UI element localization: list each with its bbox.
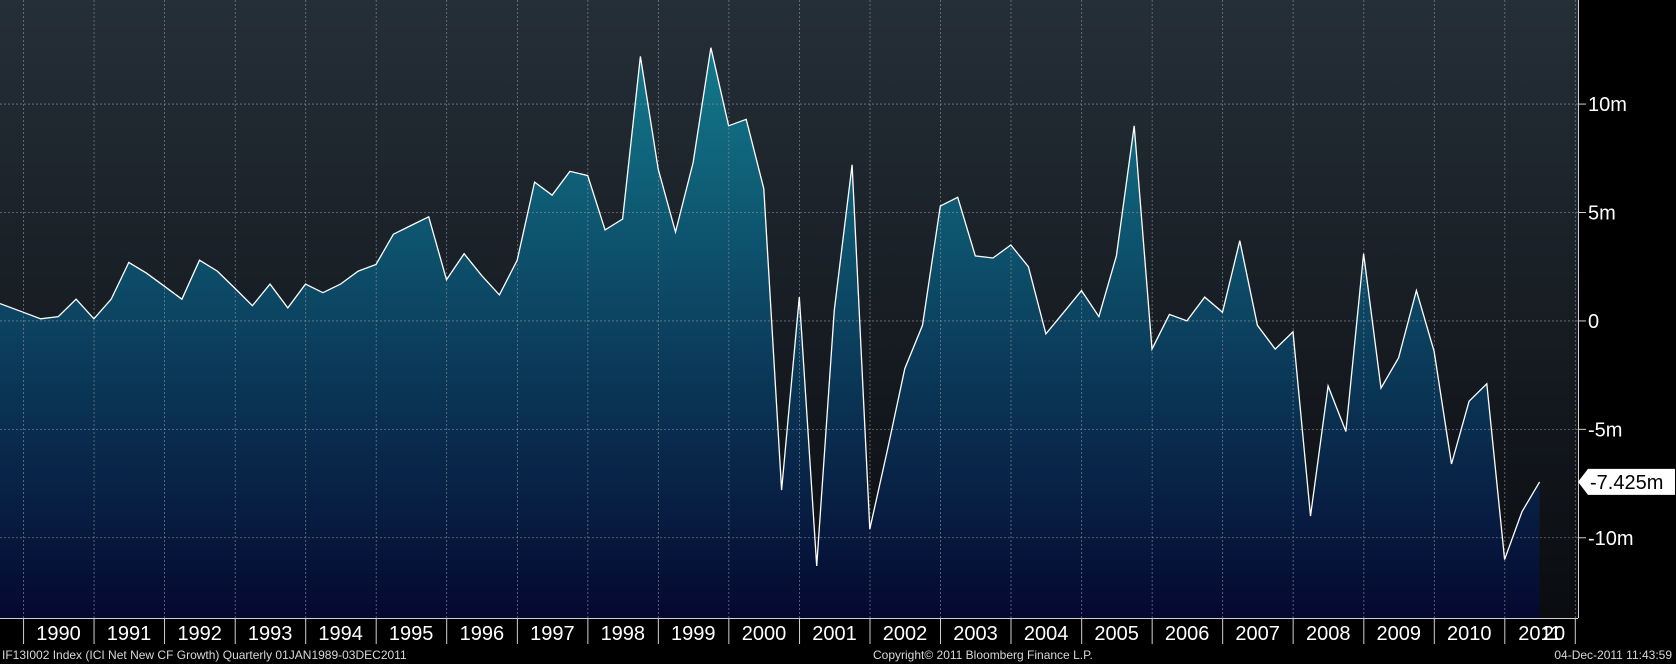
x-tick-label: 2007: [1235, 623, 1280, 645]
x-tick-label: 1997: [530, 623, 575, 645]
x-tick-label: 2004: [1024, 623, 1069, 645]
series-area-fill: [0, 47, 1540, 618]
x-tick-label: 20: [1543, 623, 1565, 645]
x-tick-label: 2009: [1377, 623, 1422, 645]
x-tick-label: 1991: [107, 623, 152, 645]
x-tick-label: 2011: [1518, 623, 1561, 645]
x-tick-label: 1999: [671, 623, 716, 645]
x-tick-label: 2005: [1094, 623, 1139, 645]
y-axis: 10m 5m 0 -5m -10m: [1578, 94, 1634, 550]
footer-security-description: IF13I002 Index (ICI Net New CF Growth) Q…: [2, 648, 407, 662]
x-tick-label: 2003: [953, 623, 998, 645]
x-tick-label: 2010: [1447, 623, 1492, 645]
footer-timestamp: 04-Dec-2011 11:43:59: [1554, 648, 1672, 662]
x-axis: 1990 1991 1992 1993 1994 1995 1996 1997 1998 1999…: [23, 618, 1576, 645]
series-line: [0, 47, 1541, 567]
x-tick-label: 1993: [248, 623, 293, 645]
x-tick-label: 2001: [812, 623, 857, 645]
x-axis-band: [0, 618, 1578, 646]
grid-lines: [0, 0, 1578, 618]
last-value-label-box: [1578, 468, 1675, 495]
x-tick-label: 1990: [36, 623, 81, 645]
x-tick-label: 1995: [389, 623, 434, 645]
last-value-marker: -7.425m: [1578, 468, 1675, 495]
x-tick-label: 2000: [742, 623, 787, 645]
x-tick-label: 2006: [1165, 623, 1210, 645]
y-axis-band: [1578, 0, 1676, 646]
x-tick-label: 1992: [177, 623, 222, 645]
y-tick-label: 0: [1588, 311, 1599, 333]
x-tick-label: 1994: [318, 623, 363, 645]
x-tick-label: 1996: [460, 623, 505, 645]
y-tick-label: -5m: [1588, 419, 1622, 441]
chart: 1990 1991 1992 1993 1994 1995 1996 1997 1998 1999…: [0, 0, 1676, 646]
x-tick-label: 2002: [883, 623, 928, 645]
footer: IF13I002 Index (ICI Net New CF Growth) Q…: [0, 646, 1676, 664]
y-tick-label: -10m: [1588, 528, 1634, 550]
x-tick-label: 2008: [1306, 623, 1351, 645]
x-tick-label: 1998: [601, 623, 646, 645]
y-tick-label: 10m: [1588, 94, 1627, 116]
last-value-label: -7.425m: [1590, 472, 1663, 494]
y-tick-label: 5m: [1588, 203, 1616, 225]
footer-copyright: Copyright© 2011 Bloomberg Finance L.P.: [873, 648, 1093, 662]
